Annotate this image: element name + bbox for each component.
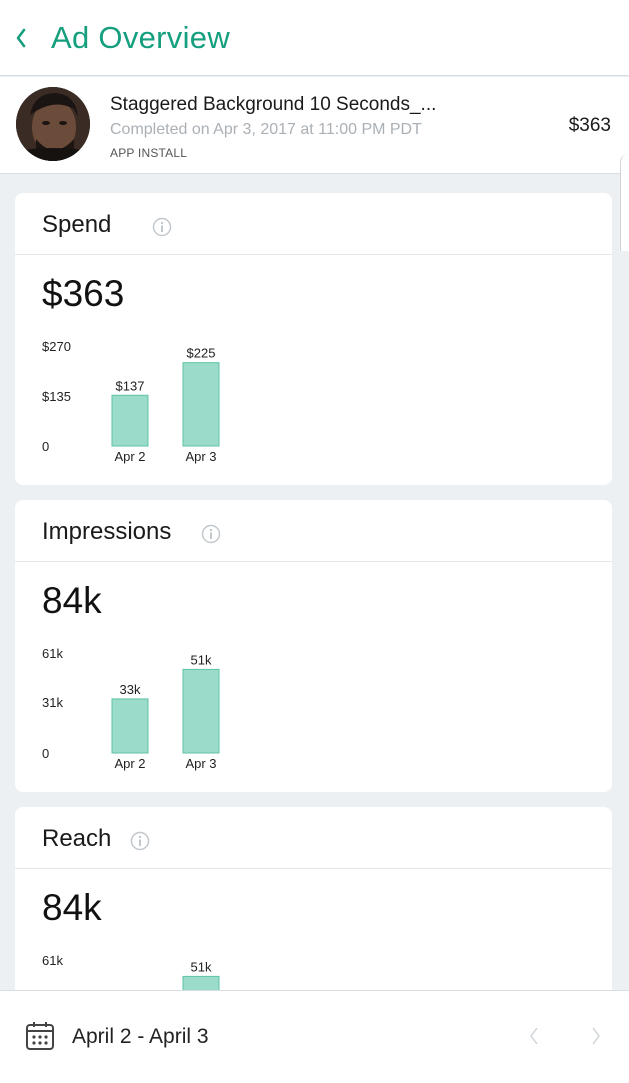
bar-value-label: 51k (191, 959, 212, 974)
x-category-label: Apr 3 (185, 449, 216, 464)
y-tick-label: $135 (42, 389, 71, 404)
spend-bar-chart: 0 $135 $270 $137 Apr 2 $225 Apr 3 (42, 339, 220, 464)
chevron-right-icon (592, 1027, 600, 1045)
card-title: Spend (42, 211, 112, 238)
impressions-total: 84k (42, 580, 102, 621)
y-tick-label: $270 (42, 339, 71, 354)
card-header: Impressions (15, 500, 612, 562)
next-range-button[interactable] (586, 1023, 606, 1049)
date-range-bar: April 2 - April 3 (0, 990, 629, 1083)
card-title: Impressions (42, 518, 172, 545)
bar (111, 698, 149, 754)
y-tick-label: 0 (42, 746, 49, 761)
ad-thumbnail (16, 87, 90, 161)
y-tick-label: 0 (42, 439, 49, 454)
date-range-label[interactable]: April 2 - April 3 (72, 1025, 209, 1048)
card-header: Spend (15, 193, 612, 255)
card-header: Reach (15, 807, 612, 869)
ad-summary-row[interactable]: Staggered Background 10 Seconds_... Comp… (0, 77, 629, 251)
x-category-label: Apr 2 (114, 756, 145, 771)
bar-value-label: 51k (191, 652, 212, 667)
y-tick-label: 61k (42, 646, 63, 661)
calendar-icon[interactable] (25, 1021, 55, 1051)
y-tick-label: 31k (42, 695, 63, 710)
previous-range-button[interactable] (524, 1023, 544, 1049)
page-title: Ad Overview (51, 20, 231, 55)
bar-value-label: $225 (187, 346, 216, 361)
bar (182, 362, 220, 447)
spend-total: $363 (42, 273, 125, 314)
avatar-image (16, 87, 90, 161)
ad-type-label: APP INSTALL (110, 146, 188, 160)
x-category-label: Apr 2 (114, 449, 145, 464)
ad-name: Staggered Background 10 Seconds_... (110, 94, 437, 115)
scroll-indicator (620, 154, 629, 251)
x-category-label: Apr 3 (185, 756, 216, 771)
ad-spend: $363 (568, 115, 611, 136)
info-icon[interactable] (130, 831, 150, 851)
info-icon[interactable] (152, 217, 172, 237)
bar (182, 668, 220, 754)
bar-value-label: $137 (116, 378, 145, 393)
ad-status: Completed on Apr 3, 2017 at 11:00 PM PDT (110, 121, 422, 138)
bar (111, 394, 149, 447)
back-button[interactable] (10, 22, 32, 54)
spend-card: Spend $363 0 $135 $270 $137 Apr 2 $225 Apr 3 (15, 193, 612, 485)
chevron-left-icon (16, 28, 26, 48)
impressions-card: Impressions 84k 0 31k 61k 33k Apr 2 51k Apr 3 (15, 500, 612, 792)
y-tick-label: 61k (42, 953, 63, 968)
info-icon[interactable] (201, 524, 221, 544)
impressions-bar-chart: 0 31k 61k 33k Apr 2 51k Apr 3 (42, 646, 220, 771)
bar-value-label: 33k (120, 682, 141, 697)
top-bar: Ad Overview (0, 0, 629, 76)
card-title: Reach (42, 825, 112, 852)
reach-total: 84k (42, 887, 102, 928)
chevron-left-icon (530, 1027, 538, 1045)
